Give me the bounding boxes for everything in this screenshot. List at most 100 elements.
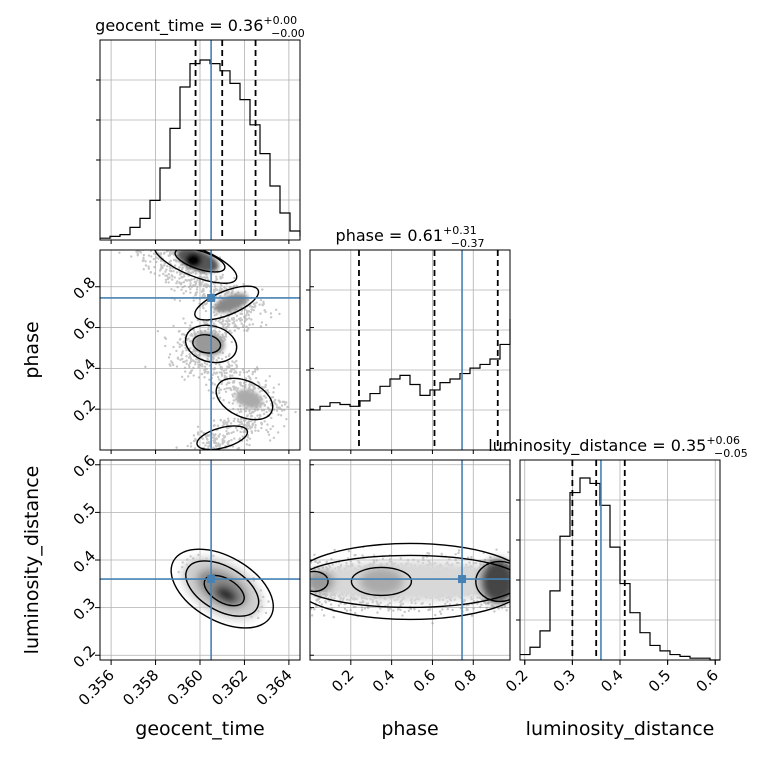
sample-pg-881 bbox=[136, 252, 140, 256]
sample-pg-591 bbox=[280, 409, 284, 412]
sample-pg-424 bbox=[175, 365, 179, 368]
sample-pg-1386 bbox=[196, 361, 200, 364]
sample-lp-663 bbox=[438, 610, 442, 613]
sample-pg-263 bbox=[153, 240, 155, 242]
sample-pg-257 bbox=[155, 246, 157, 248]
sample-pg-1182 bbox=[230, 318, 234, 321]
sample-pg-780 bbox=[147, 244, 149, 246]
sample-pg-96 bbox=[142, 256, 145, 260]
sample-lp-417 bbox=[347, 549, 351, 553]
xtick-label-ph-0: 0.2 bbox=[328, 666, 358, 696]
sample-pg-496 bbox=[267, 433, 271, 436]
title-luminosity-distance: luminosity_distance = 0.35+0.06 −0.05 bbox=[488, 434, 748, 460]
sample-pg-1327 bbox=[213, 314, 216, 317]
sample-pg-1257 bbox=[228, 375, 232, 378]
sample-lp-1296 bbox=[466, 608, 469, 611]
sample-lp-596 bbox=[474, 562, 478, 565]
sample-pg-1205 bbox=[182, 317, 185, 320]
sample-pg-645 bbox=[241, 435, 245, 438]
sample-lp-1298 bbox=[324, 600, 327, 603]
sample-pg-274 bbox=[224, 335, 228, 338]
sample-lp-1463 bbox=[422, 556, 425, 559]
sample-pg-1027 bbox=[153, 272, 157, 275]
sample-lp-1346 bbox=[480, 603, 483, 606]
density-cell-lg-2 bbox=[215, 586, 238, 604]
sample-pg-1361 bbox=[252, 410, 255, 414]
sample-pg-587 bbox=[137, 247, 139, 249]
sample-pg-1289 bbox=[178, 281, 181, 285]
sample-pg-1258 bbox=[223, 435, 227, 438]
sample-pg-1299 bbox=[229, 285, 232, 289]
sample-pg-48 bbox=[205, 273, 208, 276]
sample-pg-1080 bbox=[222, 319, 225, 323]
sample-pg-166 bbox=[185, 362, 188, 365]
sample-lp-753 bbox=[325, 566, 328, 569]
sample-pg-1290 bbox=[218, 289, 221, 292]
sample-pg-1219 bbox=[227, 401, 231, 404]
sample-pg-702 bbox=[275, 406, 279, 409]
sample-pg-1286 bbox=[200, 283, 203, 286]
sample-pg-845 bbox=[203, 371, 206, 374]
sample-pg-292 bbox=[247, 317, 251, 320]
sample-lp-565 bbox=[313, 553, 316, 556]
sample-pg-1108 bbox=[178, 338, 182, 341]
sample-pg-270 bbox=[276, 431, 280, 434]
sample-pg-1264 bbox=[240, 410, 243, 413]
sample-pg-1140 bbox=[145, 247, 147, 249]
sample-pg-1240 bbox=[204, 321, 207, 324]
sample-pg-417 bbox=[196, 278, 199, 282]
sample-lp-146 bbox=[313, 608, 316, 611]
sample-pg-1012 bbox=[153, 265, 156, 269]
sample-lp-809 bbox=[314, 560, 318, 563]
sample-pg-111 bbox=[254, 368, 257, 371]
sample-pg-1094 bbox=[189, 291, 192, 294]
sample-pg-631 bbox=[227, 325, 230, 328]
sample-lp-618 bbox=[310, 561, 313, 564]
contour-lp-3 bbox=[475, 560, 510, 603]
sample-pg-850 bbox=[223, 387, 226, 391]
sample-pg-1317 bbox=[232, 407, 235, 411]
sample-lp-942 bbox=[371, 601, 374, 604]
title-geocent-time: geocent_time = 0.36+0.00 −0.00 bbox=[95, 14, 305, 40]
sample-pg-67 bbox=[184, 321, 187, 325]
sample-pg-282 bbox=[206, 278, 210, 281]
sample-pg-321 bbox=[226, 361, 230, 364]
scatter-phase-vs-geocent-time bbox=[100, 240, 300, 453]
sample-pg-1263 bbox=[266, 389, 269, 392]
sample-pg-597 bbox=[167, 356, 171, 359]
sample-pg-1287 bbox=[252, 308, 255, 312]
sample-pg-1203 bbox=[189, 445, 193, 448]
sample-pg-1230 bbox=[195, 291, 199, 294]
sample-pg-1204 bbox=[193, 447, 197, 450]
contour-lg-0 bbox=[170, 548, 274, 629]
sample-pg-605 bbox=[201, 281, 204, 284]
sample-lp-141 bbox=[401, 602, 405, 606]
sample-pg-1165 bbox=[239, 383, 242, 386]
sample-pg-625 bbox=[196, 433, 200, 436]
sample-lp-1071 bbox=[440, 552, 443, 556]
sample-lp-729 bbox=[444, 602, 447, 606]
sample-pg-1393 bbox=[221, 273, 224, 277]
sample-pg-1007 bbox=[253, 370, 257, 373]
sample-pg-1250 bbox=[207, 451, 209, 453]
sample-lp-42 bbox=[320, 603, 324, 606]
sample-pg-1010 bbox=[275, 409, 279, 412]
sample-pg-517 bbox=[225, 371, 228, 375]
contour-lp-2 bbox=[350, 566, 413, 597]
xtick-label-ld-1: 0.3 bbox=[550, 666, 580, 696]
sample-pg-1321 bbox=[272, 386, 276, 389]
sample-pg-269 bbox=[180, 375, 184, 379]
sample-pg-717 bbox=[239, 430, 242, 434]
sample-pg-1155 bbox=[166, 277, 170, 281]
sample-pg-937 bbox=[253, 409, 257, 412]
sample-pg-774 bbox=[212, 322, 216, 325]
sample-pg-1208 bbox=[193, 280, 197, 284]
sample-pg-1091 bbox=[201, 437, 204, 440]
sample-pg-301 bbox=[149, 243, 151, 245]
sample-pg-677 bbox=[248, 409, 251, 413]
sample-lp-1119 bbox=[427, 608, 431, 612]
sample-pg-459 bbox=[175, 446, 178, 449]
sample-pg-1225 bbox=[173, 264, 177, 267]
sample-pg-128 bbox=[225, 430, 228, 433]
